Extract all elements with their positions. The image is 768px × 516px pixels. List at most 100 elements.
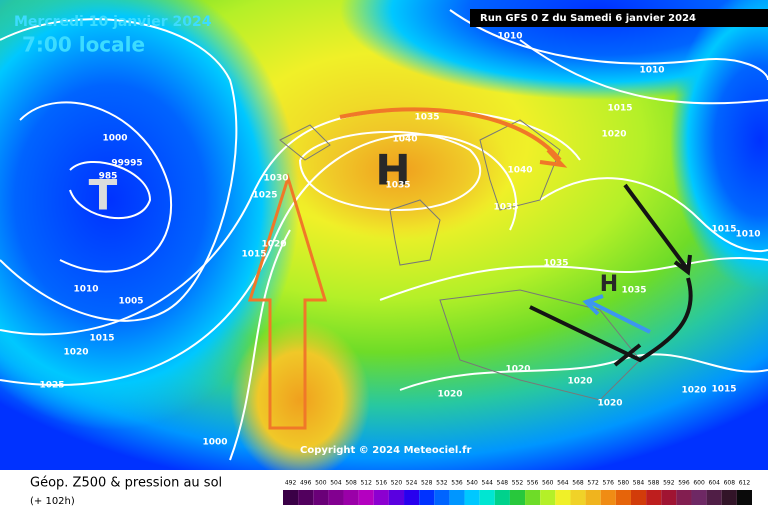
run-banner <box>470 9 768 27</box>
coastline <box>439 289 641 401</box>
colorbar-swatch <box>388 490 405 505</box>
isobar <box>539 177 768 253</box>
isobar <box>379 256 768 301</box>
colorbar-swatch <box>736 490 752 505</box>
arrow-blue <box>582 294 651 334</box>
coastline <box>279 124 331 161</box>
isobar-label: 1015 <box>711 225 736 235</box>
colorbar-swatch <box>283 490 299 505</box>
isobar-label: 1040 <box>507 166 532 176</box>
high-center: H <box>375 146 410 195</box>
arrow-black <box>529 277 693 367</box>
isobar-label: 1020 <box>505 365 530 375</box>
colorbar-label: 600 <box>693 480 705 487</box>
ridge-field <box>290 100 510 240</box>
colorbar-swatch <box>540 490 556 505</box>
isobar-label: 1020 <box>63 348 88 358</box>
colorbar-label: 508 <box>345 480 357 487</box>
colorbar-label: 608 <box>724 480 736 487</box>
colorbar-swatch <box>328 490 344 505</box>
isobar-label: 99995 <box>111 159 142 169</box>
colorbar-swatch <box>691 490 707 505</box>
colorbar-swatch <box>479 490 495 505</box>
high-center: H <box>600 272 618 297</box>
colorbar-label: 540 <box>466 480 478 487</box>
arrow-orange-big <box>247 172 328 430</box>
isobar-label: 1035 <box>493 203 518 213</box>
colorbar-swatch <box>509 490 526 505</box>
isobar-label: 1025 <box>39 381 64 391</box>
isobar-label: 1020 <box>601 130 626 140</box>
colorbar-label: 588 <box>648 480 660 487</box>
isobar-label: 1010 <box>639 66 664 76</box>
coastline <box>479 119 561 211</box>
colorbar-label: 552 <box>512 480 524 487</box>
isobar-label: 1010 <box>497 32 522 42</box>
arrow-black <box>623 183 692 276</box>
isobar <box>229 229 291 461</box>
isobar <box>519 39 768 105</box>
coastlines <box>279 119 641 401</box>
ridge-field-south <box>230 320 370 480</box>
arrows <box>247 107 693 430</box>
east-low-field <box>670 0 768 290</box>
isobar-label: 1020 <box>681 386 706 396</box>
isobar-labels: 1010101010151020103510401040103510351035… <box>39 32 760 448</box>
low-field <box>0 0 300 430</box>
colorbar-label: 564 <box>557 480 569 487</box>
colorbar: 492 496 500 504 508 512 516 520 524 528 532 536 540 5… <box>283 480 752 505</box>
colorbar-swatch <box>343 490 359 505</box>
colorbar-swatch <box>373 490 389 505</box>
isobar-label: 1015 <box>241 250 266 260</box>
colorbar-swatch <box>646 490 662 505</box>
isobar-label: 1035 <box>621 286 646 296</box>
arrow-head <box>539 148 568 168</box>
colorbar-label: 496 <box>300 480 312 487</box>
colorbar-label: 580 <box>618 480 630 487</box>
copyright: Copyright © 2024 Meteociel.fr <box>300 445 471 456</box>
isobar-label: 1010 <box>73 285 98 295</box>
colorbar-swatch <box>630 490 647 505</box>
colorbar-label: 604 <box>708 480 720 487</box>
colorbar-label: 524 <box>406 480 418 487</box>
isobar-label: 1030 <box>263 174 288 184</box>
isobar-label: 985 <box>99 172 118 182</box>
time-label: 7:00 locale <box>22 33 145 57</box>
isobar-label: 1020 <box>597 399 622 409</box>
colorbar-swatch <box>449 490 465 505</box>
colorbar-label: 568 <box>572 480 584 487</box>
colorbar-label: 528 <box>421 480 433 487</box>
colorbar-swatch <box>676 490 692 505</box>
colorbar-label: 556 <box>527 480 539 487</box>
isobar-label: 1035 <box>385 181 410 191</box>
footer-title: Géop. Z500 & pression au sol <box>30 476 222 491</box>
run-label: Run GFS 0 Z du Samedi 6 janvier 2024 <box>480 13 696 24</box>
isobar-label: 1005 <box>118 297 143 307</box>
colorbar-label: 536 <box>451 480 463 487</box>
colorbar-swatch <box>434 490 450 505</box>
isobar-label: 1010 <box>735 230 760 240</box>
isobar-label: 1015 <box>711 385 736 395</box>
colorbar-label: 548 <box>497 480 509 487</box>
colorbar-label: 512 <box>360 480 372 487</box>
colorbar-label: 612 <box>739 480 751 487</box>
isobar-label: 1040 <box>392 135 417 145</box>
isobar-label: 1035 <box>414 113 439 123</box>
footer-lead: (+ 102h) <box>30 496 75 507</box>
isobar-label: 1035 <box>543 259 568 269</box>
isobar-label: 1025 <box>252 191 277 201</box>
isobar-label: 1020 <box>567 377 592 387</box>
colorbar-swatch <box>721 490 737 505</box>
colorbar-label: 520 <box>391 480 403 487</box>
colorbar-swatch <box>661 490 677 505</box>
isobar <box>449 9 768 81</box>
isobar <box>0 18 238 322</box>
colorbar-swatch <box>600 490 616 505</box>
colorbar-swatch <box>419 490 435 505</box>
isobar-label: 1000 <box>202 438 227 448</box>
colorbar-swatch <box>570 490 586 505</box>
colorbar-label: 576 <box>603 480 615 487</box>
isobar-label: 1015 <box>89 334 114 344</box>
colorbar-label: 492 <box>285 480 297 487</box>
